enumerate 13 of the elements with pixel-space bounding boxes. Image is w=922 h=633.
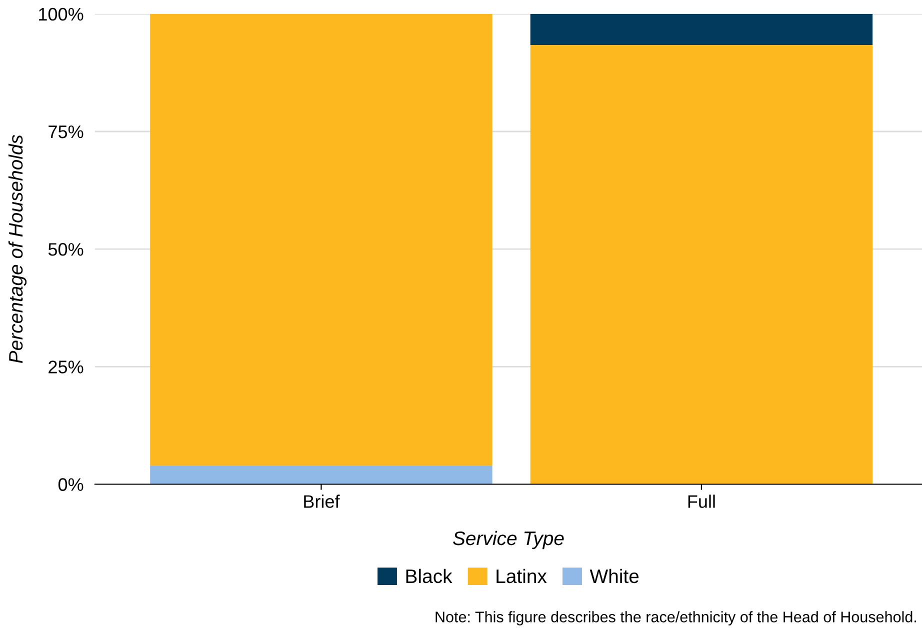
x-tick-label: Full — [688, 494, 715, 508]
legend-label: Black — [406, 568, 452, 584]
legend-label: Latinx — [496, 568, 547, 584]
x-axis-title: Service Type — [453, 530, 564, 550]
y-axis-title: Percentage of Households — [8, 134, 27, 364]
legend-label: White — [590, 568, 639, 584]
y-tick-label: 50% — [48, 243, 84, 256]
y-tick-label: 0% — [58, 478, 84, 491]
text: Note: This figure describes the race/ethnicity of the Head of Household. — [436, 611, 916, 626]
x-tick-label: Brief — [304, 494, 340, 508]
y-tick-label: 25% — [48, 360, 84, 374]
y-tick-label: 100% — [39, 8, 84, 21]
y-tick-label: 75% — [48, 126, 84, 138]
